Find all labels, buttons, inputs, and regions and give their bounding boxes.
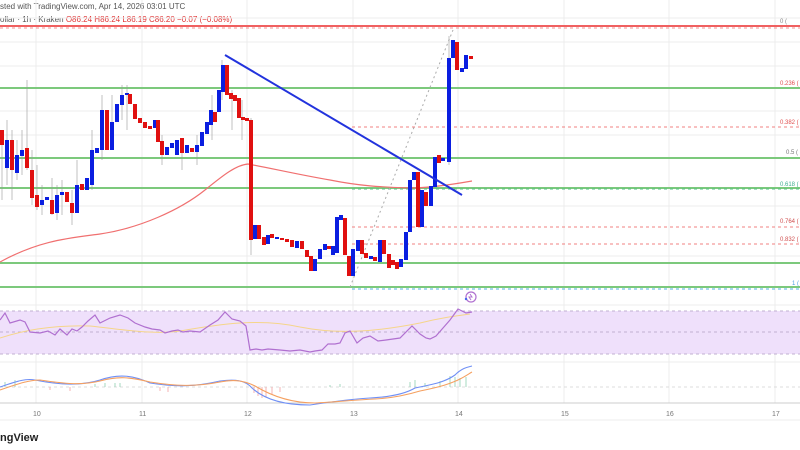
rsi-line (0, 308, 473, 353)
grid (0, 0, 800, 403)
svg-text:0.764 (: 0.764 ( (780, 219, 799, 225)
rsi-ma-line (0, 313, 471, 339)
moving-average-line (0, 163, 473, 263)
svg-text:11: 11 (139, 411, 146, 418)
svg-text:0.382 (: 0.382 ( (780, 120, 799, 126)
macd-line (0, 365, 473, 406)
rsi-pane (0, 308, 800, 355)
candlesticks (0, 36, 473, 276)
symbol-legend: ollar · 1h · Kraken O86.24 H86.24 L86.19… (0, 15, 232, 24)
svg-text:0.618 (: 0.618 ( (780, 182, 799, 188)
published-caption: sted with TradingView.com, Apr 14, 2026 … (0, 2, 186, 11)
macd-histogram-negative (49, 387, 281, 398)
svg-text:0.832 (: 0.832 ( (780, 237, 799, 243)
svg-text:0.236 (: 0.236 ( (780, 81, 799, 87)
fib-labels: 0 ( 0.236 ( 0.382 ( 0.5 ( 0.618 ( 0.764 … (780, 19, 799, 287)
svg-text:10: 10 (33, 411, 41, 418)
svg-text:1 (: 1 ( (792, 281, 799, 287)
svg-text:12: 12 (244, 411, 252, 418)
alert-icon[interactable] (464, 291, 477, 303)
bearish-trendline[interactable] (224, 54, 463, 196)
symbol-name: ollar · 1h · Kraken (0, 15, 64, 24)
macd-histogram-positive (4, 376, 467, 387)
svg-text:14: 14 (455, 411, 463, 418)
signal-line (0, 371, 473, 404)
svg-text:17: 17 (772, 411, 780, 418)
macd-pane (0, 365, 800, 406)
svg-text:15: 15 (561, 411, 569, 418)
svg-text:13: 13 (350, 411, 358, 418)
tradingview-logo: ngView (0, 432, 39, 444)
svg-text:0.5 (: 0.5 ( (786, 150, 798, 156)
fib-anchor-line (349, 29, 454, 288)
svg-text:0 (: 0 ( (780, 19, 787, 25)
fib-dash-lines (352, 126, 800, 290)
ohlc-values: O86.24 H86.24 L86.19 C86.20 −0.07 (−0.08… (65, 15, 233, 24)
svg-text:16: 16 (666, 411, 674, 418)
x-axis-labels: 10 11 12 13 14 15 16 17 (33, 411, 780, 418)
